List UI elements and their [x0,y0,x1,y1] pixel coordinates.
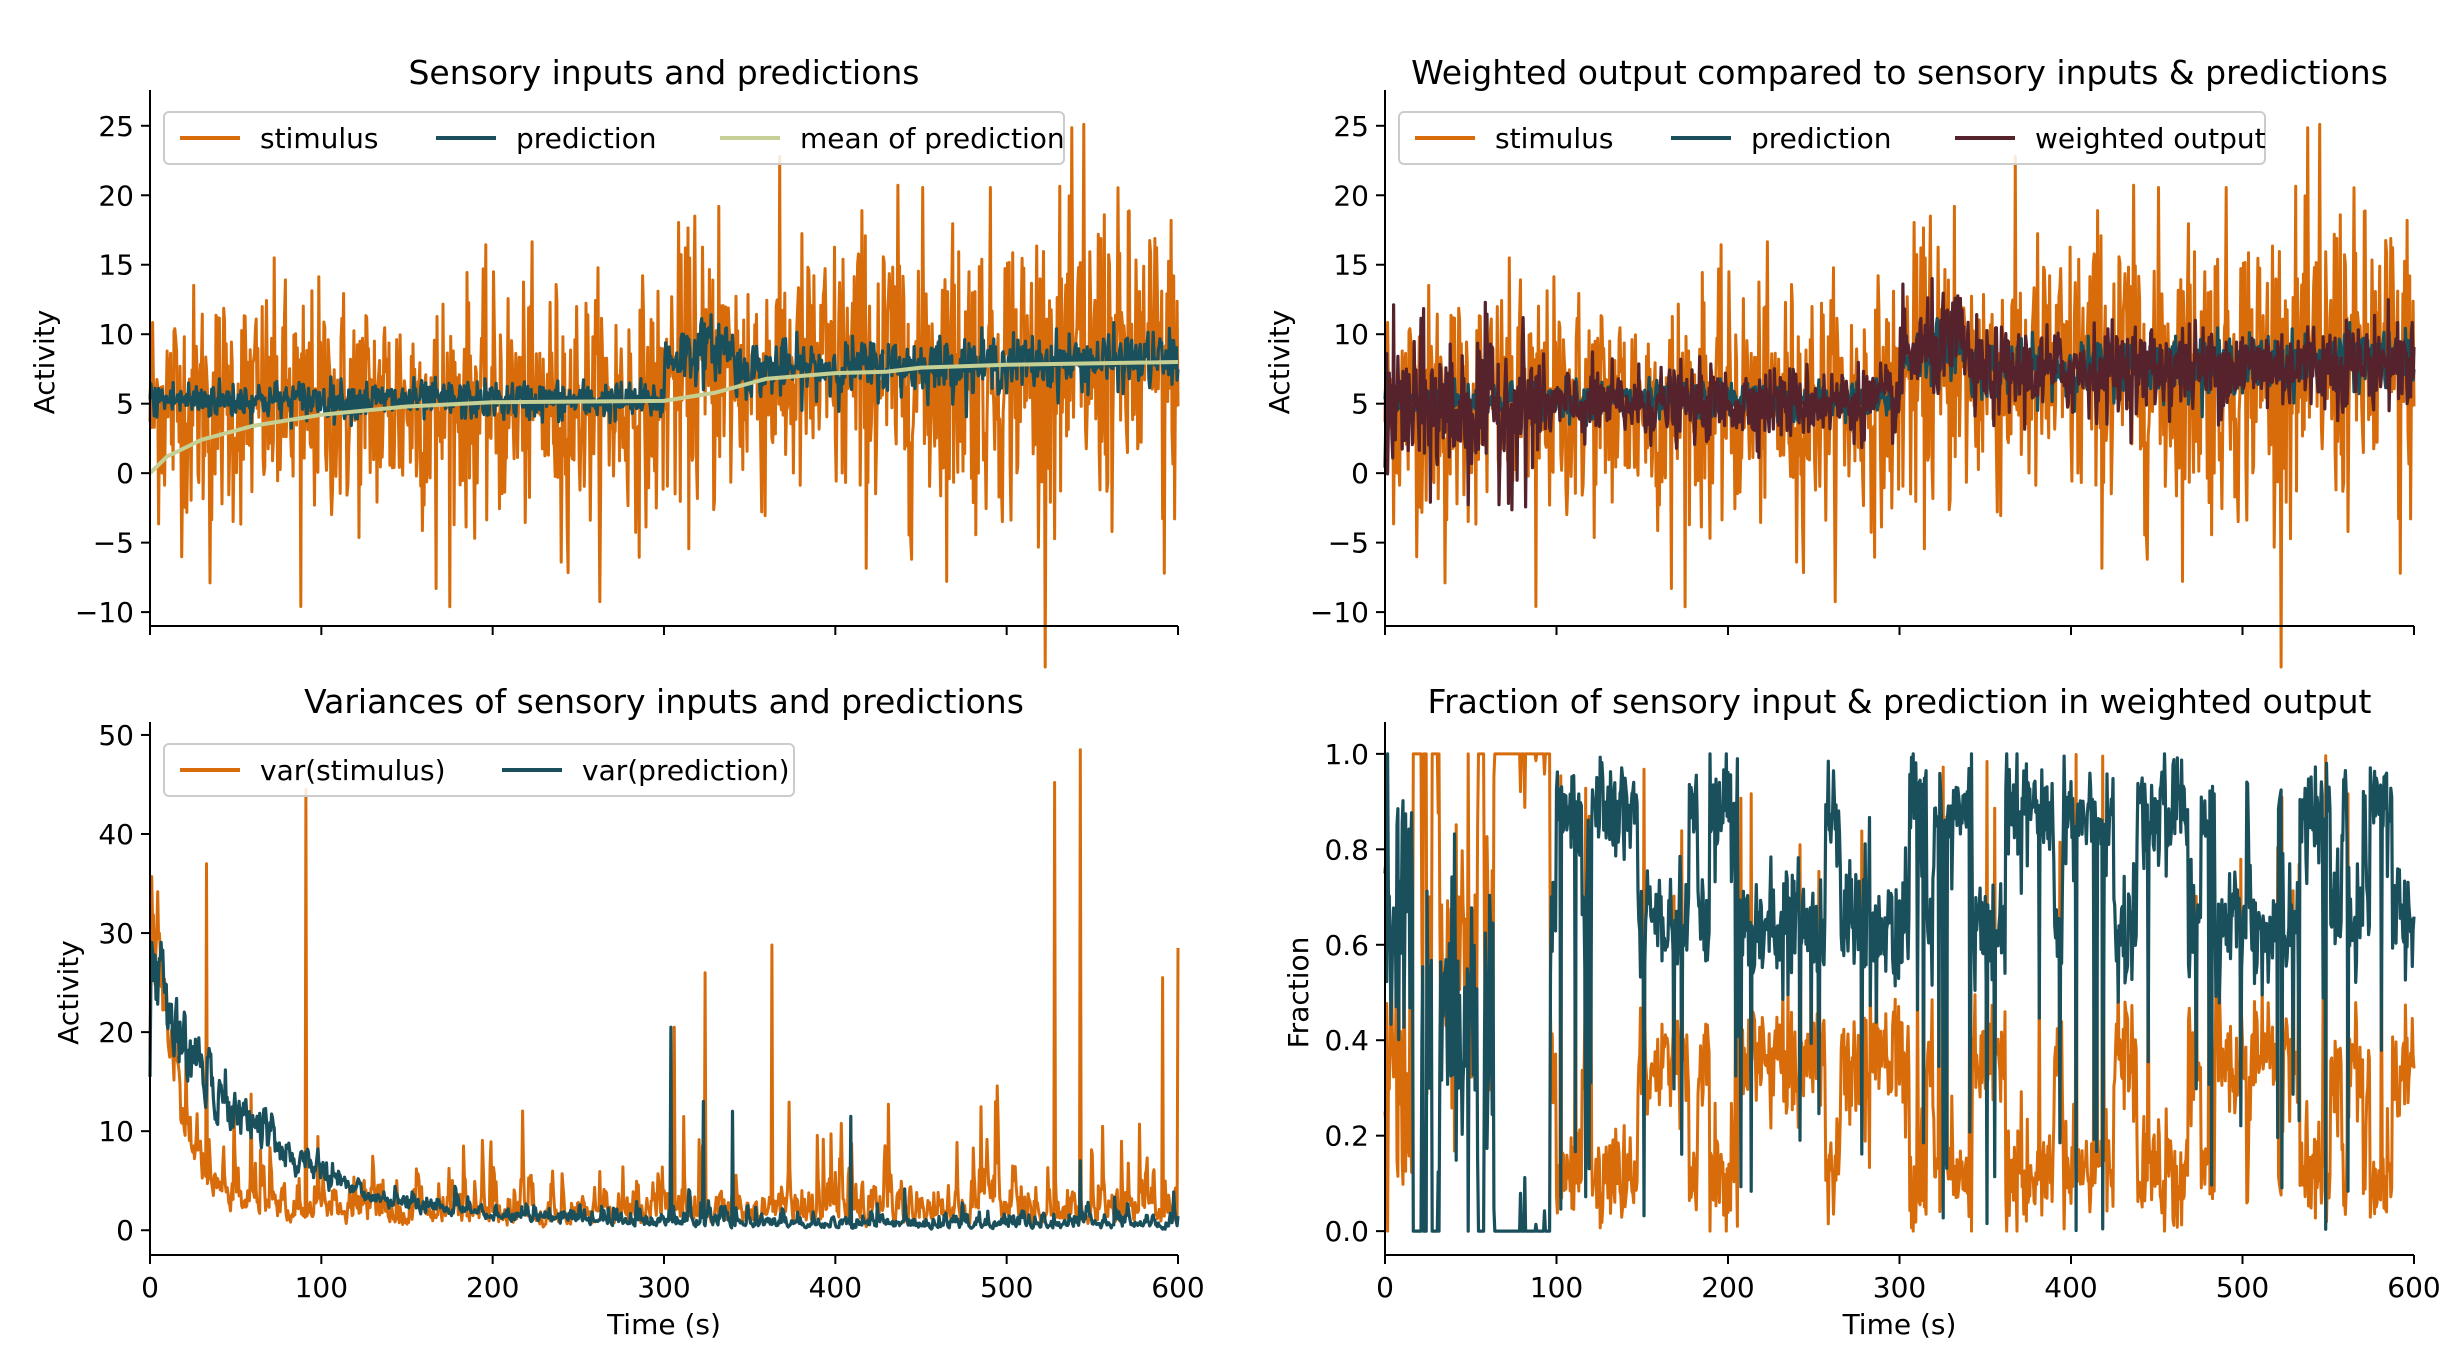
panel-4-y-label: Fraction [1282,937,1315,1049]
legend-label: var(stimulus) [260,754,446,787]
panel-2-y-label: Activity [1263,310,1296,415]
panel-4-x-label: Time (s) [1842,1308,1957,1341]
panel-4-y-tick-label: 0.0 [1324,1215,1369,1248]
panel-1-title: Sensory inputs and predictions [408,53,919,92]
panel-3-x-tick-label: 500 [980,1271,1033,1304]
panel-4-x-tick-label: 200 [1701,1271,1754,1304]
panel-4-fraction: Fraction of sensory input & prediction i… [1282,682,2441,1341]
panel-3-y-tick-label: 0 [116,1214,134,1247]
panel-1-y-tick-label: 15 [98,249,134,282]
panel-1-y-tick-label: −10 [75,596,134,629]
panel-2-y-tick-label: 10 [1333,318,1369,351]
panel-1-y-tick-label: 10 [98,318,134,351]
panel-2-y-tick-label: −5 [1328,527,1369,560]
panel-1-y-label: Activity [28,310,61,415]
panel-4-y-tick-label: 1.0 [1324,738,1369,771]
panel-3-y-tick-label: 30 [98,917,134,950]
panel-3-series-prediction-line [148,940,1180,1231]
legend-label: prediction [516,122,656,155]
panel-1-y-tick-label: 5 [116,388,134,421]
panel-4-y-tick-label: 0.8 [1324,833,1369,866]
panel-4-title: Fraction of sensory input & prediction i… [1428,682,2372,721]
panel-4-x-tick-label: 0 [1376,1271,1394,1304]
panel-2-legend: stimulus prediction weighted output [1398,111,2266,165]
panel-4-y-tick-label: 0.2 [1324,1120,1369,1153]
panel-1-y-tick-label: 20 [98,179,134,212]
panel-1-plot-area: −10 −5 0 5 10 15 20 25 stimulus prediction mean of… [75,90,1180,669]
panel-3-legend: var(stimulus) var(prediction) [163,743,795,797]
panel-3-title: Variances of sensory inputs and predicti… [304,682,1024,721]
panel-4-y-tick-label: 0.6 [1324,929,1369,962]
panel-4-x-tick-label: 100 [1530,1271,1583,1304]
panel-2-y-tick-label: −10 [1310,596,1369,629]
panel-1-y-tick-label: 25 [98,110,134,143]
panel-3-x-tick-label: 600 [1151,1271,1204,1304]
legend-label: stimulus [260,122,378,155]
panel-3-y-tick-label: 50 [98,719,134,752]
panel-2-y-tick-label: 5 [1351,388,1369,421]
panel-4-plot-area: 0.0 0.2 0.4 0.6 0.8 1.0 0 100 200 300 400 500 600 [1324,722,2441,1304]
panel-4-series-prediction-line [1383,752,2416,1233]
panel-4-x-tick-label: 400 [2044,1271,2097,1304]
panel-3-x-tick-label: 100 [295,1271,348,1304]
panel-3-y-tick-label: 10 [98,1115,134,1148]
panel-3-x-label: Time (s) [606,1308,721,1341]
panel-2-y-tick-label: 0 [1351,457,1369,490]
panel-3-x-tick-label: 200 [466,1271,519,1304]
panel-3-variances: Variances of sensory inputs and predicti… [52,682,1205,1341]
legend-label: mean of prediction [800,122,1065,155]
panel-1-series-mean-prediction-line [148,360,1179,475]
panel-1-sensory-inputs: Sensory inputs and predictions Activity … [28,53,1180,669]
panel-2-y-tick-label: 15 [1333,249,1369,282]
panel-3-y-tick-label: 40 [98,818,134,851]
panel-3-series-stimulus-line [148,748,1180,1229]
panel-2-y-tick-label: 25 [1333,110,1369,143]
panel-3-y-tick-label: 20 [98,1016,134,1049]
panel-4-x-tick-label: 600 [2387,1271,2440,1304]
panel-1-y-tick-label: 0 [116,457,134,490]
legend-label: var(prediction) [582,754,790,787]
panel-2-weighted-output: Weighted output compared to sensory inpu… [1263,53,2416,669]
panel-2-title: Weighted output compared to sensory inpu… [1411,53,2388,92]
panel-1-y-tick-label: −5 [93,527,134,560]
panel-2-series-weighted-output-line [1383,277,2416,512]
panel-3-x-tick-label: 400 [809,1271,862,1304]
legend-label: prediction [1751,122,1891,155]
panel-1-series-prediction-line [148,313,1180,430]
panel-3-x-tick-label: 0 [141,1271,159,1304]
panel-2-y-tick-label: 20 [1333,179,1369,212]
panel-4-y-tick-label: 0.4 [1324,1024,1369,1057]
panel-4-x-tick-label: 300 [1873,1271,1926,1304]
panel-1-legend: stimulus prediction mean of prediction [163,111,1065,165]
panel-4-x-tick-label: 500 [2216,1271,2269,1304]
panel-2-plot-area: −10 −5 0 5 10 15 20 25 stimulus prediction weighte… [1310,90,2416,669]
legend-label: stimulus [1495,122,1613,155]
panel-3-x-tick-label: 300 [637,1271,690,1304]
panel-3-y-label: Activity [52,940,85,1045]
legend-label: weighted output [2035,122,2266,155]
